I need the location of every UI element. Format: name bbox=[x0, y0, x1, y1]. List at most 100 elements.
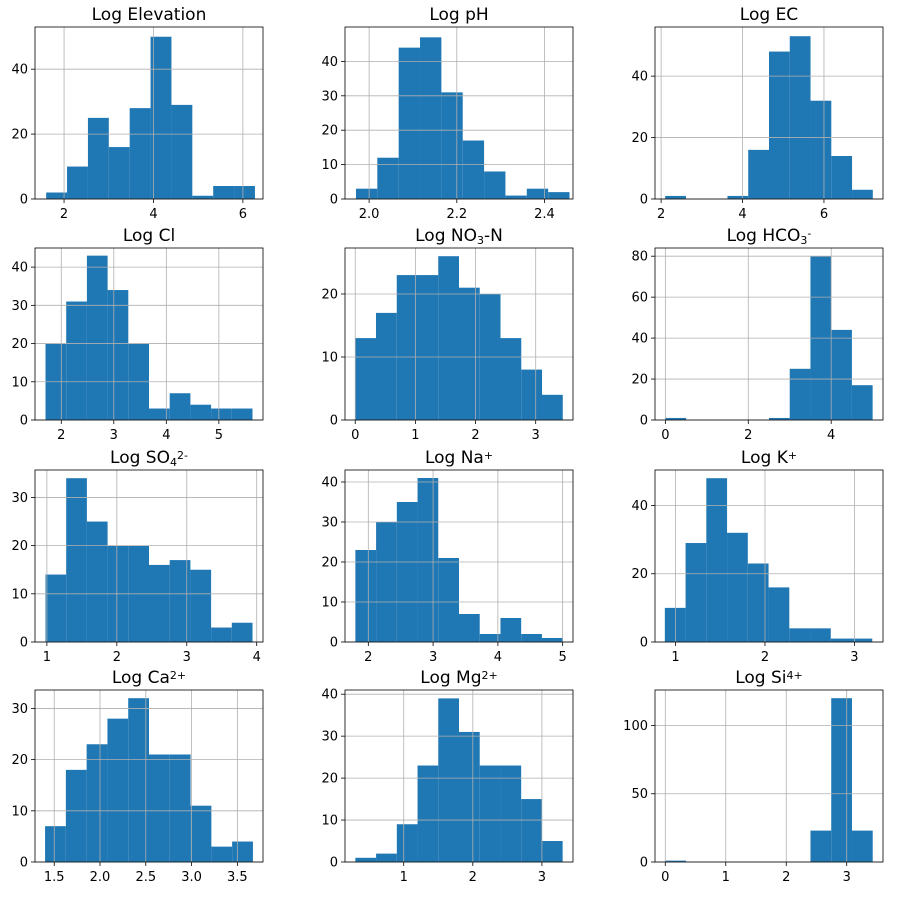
x-tick-label: 3 bbox=[538, 870, 546, 885]
histogram-bar bbox=[171, 104, 193, 199]
histogram-bar bbox=[169, 560, 191, 642]
histogram-bar bbox=[789, 368, 811, 420]
histogram-bar bbox=[211, 408, 232, 420]
chart-title: Log Cl bbox=[123, 226, 175, 246]
histogram-bar bbox=[747, 563, 769, 642]
histogram-bar bbox=[462, 140, 485, 199]
histogram-panel-3: 2 4 6 0 20 40 Log EC bbox=[631, 5, 884, 222]
x-tick-label: 2.0 bbox=[359, 207, 380, 222]
histogram-bar bbox=[665, 860, 687, 862]
histogram-bar bbox=[479, 765, 501, 862]
histogram-panel-10: 1.5 2.0 2.5 3.0 3.5 0 10 20 30 Log Ca2+ bbox=[11, 668, 264, 885]
x-tick-label: 2 bbox=[364, 650, 372, 665]
histogram-panel-1: 2 4 6 0 20 40 Log Elevation bbox=[11, 5, 264, 222]
x-tick-label: 4 bbox=[827, 428, 835, 443]
histogram-bar bbox=[107, 290, 129, 420]
y-tick-label: 20 bbox=[11, 539, 28, 554]
x-tick-label: 2 bbox=[113, 650, 121, 665]
y-tick-label: 0 bbox=[330, 856, 338, 871]
histogram-bar bbox=[789, 628, 811, 642]
histogram-bar bbox=[459, 731, 480, 862]
y-tick-label: 50 bbox=[631, 787, 648, 802]
y-tick-label: 0 bbox=[20, 856, 28, 871]
x-tick-label: 3.5 bbox=[227, 870, 248, 885]
y-tick-label: 30 bbox=[11, 491, 28, 506]
histogram-panel-8: 2 3 4 5 0 10 20 30 40 Log Na+ bbox=[321, 448, 574, 665]
histogram-bar bbox=[851, 638, 873, 642]
x-tick-label: 0 bbox=[661, 870, 669, 885]
y-tick-label: 20 bbox=[321, 772, 338, 787]
histogram-bar bbox=[169, 393, 191, 420]
histogram-bar bbox=[831, 698, 852, 862]
histogram-bar bbox=[438, 558, 459, 642]
y-tick-label: 40 bbox=[11, 63, 28, 78]
x-tick-label: 6 bbox=[239, 207, 247, 222]
histogram-bar bbox=[526, 188, 549, 199]
y-tick-label: 20 bbox=[631, 131, 648, 146]
histogram-bar bbox=[500, 618, 522, 642]
histogram-bar bbox=[169, 754, 191, 862]
chart-title: Log HCO3- bbox=[727, 226, 812, 247]
histogram-bar bbox=[396, 502, 418, 642]
x-tick-label: 0 bbox=[351, 428, 359, 443]
histogram-bar bbox=[149, 754, 170, 862]
y-tick-label: 40 bbox=[321, 55, 338, 70]
x-tick-label: 3 bbox=[429, 650, 437, 665]
chart-title: Log SO42- bbox=[110, 448, 188, 469]
y-tick-label: 0 bbox=[20, 193, 28, 208]
x-tick-label: 1 bbox=[400, 870, 408, 885]
y-tick-label: 40 bbox=[321, 688, 338, 703]
histogram-bar bbox=[232, 841, 253, 862]
y-tick-label: 100 bbox=[623, 719, 648, 734]
histogram-bar bbox=[438, 698, 459, 862]
histogram-bar bbox=[211, 846, 233, 862]
histogram-bar bbox=[376, 522, 397, 642]
x-tick-label: 2 bbox=[57, 428, 65, 443]
y-tick-label: 10 bbox=[11, 375, 28, 390]
plot-frame bbox=[654, 247, 884, 421]
y-tick-label: 0 bbox=[20, 414, 28, 429]
histogram-bar bbox=[211, 627, 232, 642]
chart-title: Log Na+ bbox=[425, 448, 493, 468]
histogram-bar bbox=[665, 195, 686, 199]
x-tick-label: 3 bbox=[843, 870, 851, 885]
x-tick-label: 2.2 bbox=[446, 207, 467, 222]
histogram-bar bbox=[149, 564, 170, 642]
y-tick-label: 10 bbox=[321, 350, 338, 365]
chart-title: Log NO3-N bbox=[415, 226, 503, 247]
plot-frame bbox=[344, 26, 574, 200]
histogram-bar bbox=[479, 634, 501, 642]
y-tick-label: 30 bbox=[321, 516, 338, 531]
y-tick-label: 20 bbox=[321, 124, 338, 139]
plot-frame bbox=[34, 26, 264, 200]
histogram-bar bbox=[706, 478, 728, 642]
histogram-bar bbox=[396, 275, 418, 420]
x-tick-label: 1.5 bbox=[44, 870, 65, 885]
histogram-bar bbox=[500, 765, 522, 862]
plot-frame bbox=[34, 247, 264, 421]
x-tick-label: 2.4 bbox=[534, 207, 555, 222]
y-tick-label: 0 bbox=[640, 414, 648, 429]
histogram-bar bbox=[789, 36, 811, 199]
histogram-bar bbox=[852, 189, 873, 199]
y-tick-label: 20 bbox=[631, 567, 648, 582]
plot-frame bbox=[34, 689, 264, 863]
histogram-bar bbox=[542, 394, 563, 420]
y-tick-label: 10 bbox=[321, 596, 338, 611]
histogram-bar bbox=[521, 369, 543, 420]
x-tick-label: 2 bbox=[469, 870, 477, 885]
histogram-panel-9: 1 2 3 0 20 40 Log K+ bbox=[631, 448, 884, 665]
histogram-bar bbox=[192, 195, 214, 199]
histogram-bar bbox=[851, 830, 873, 862]
x-tick-label: 4 bbox=[149, 207, 157, 222]
histogram-bar bbox=[355, 188, 378, 199]
histogram-bar bbox=[190, 569, 212, 642]
histogram-bar bbox=[87, 117, 109, 199]
histogram-bar bbox=[67, 166, 88, 199]
histogram-bar bbox=[234, 186, 255, 199]
histogram-panel-4: 2 3 4 5 0 10 20 30 40 Log Cl bbox=[11, 226, 264, 443]
histogram-bar bbox=[150, 36, 172, 200]
chart-title: Log pH bbox=[429, 5, 488, 25]
